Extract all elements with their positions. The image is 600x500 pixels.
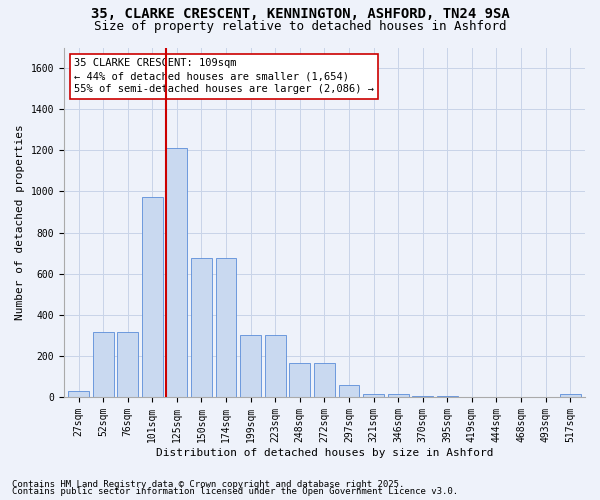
Text: 35 CLARKE CRESCENT: 109sqm
← 44% of detached houses are smaller (1,654)
55% of s: 35 CLARKE CRESCENT: 109sqm ← 44% of deta… <box>74 58 374 94</box>
Bar <box>92 332 113 397</box>
Text: 35, CLARKE CRESCENT, KENNINGTON, ASHFORD, TN24 9SA: 35, CLARKE CRESCENT, KENNINGTON, ASHFORD… <box>91 8 509 22</box>
Text: Contains public sector information licensed under the Open Government Licence v3: Contains public sector information licen… <box>12 487 458 496</box>
Bar <box>437 396 458 397</box>
Bar <box>265 336 286 397</box>
Bar <box>412 396 433 397</box>
Text: Contains HM Land Registry data © Crown copyright and database right 2025.: Contains HM Land Registry data © Crown c… <box>12 480 404 489</box>
Bar <box>215 258 236 397</box>
Bar <box>240 336 261 397</box>
Bar <box>68 391 89 397</box>
Bar <box>560 394 581 397</box>
Text: Size of property relative to detached houses in Ashford: Size of property relative to detached ho… <box>94 20 506 33</box>
Bar <box>289 363 310 397</box>
Bar <box>191 258 212 397</box>
Bar <box>117 332 138 397</box>
X-axis label: Distribution of detached houses by size in Ashford: Distribution of detached houses by size … <box>155 448 493 458</box>
Bar <box>166 148 187 397</box>
Bar <box>388 394 409 397</box>
Bar <box>142 196 163 397</box>
Bar <box>314 363 335 397</box>
Y-axis label: Number of detached properties: Number of detached properties <box>15 124 25 320</box>
Bar <box>338 384 359 397</box>
Bar <box>363 394 384 397</box>
